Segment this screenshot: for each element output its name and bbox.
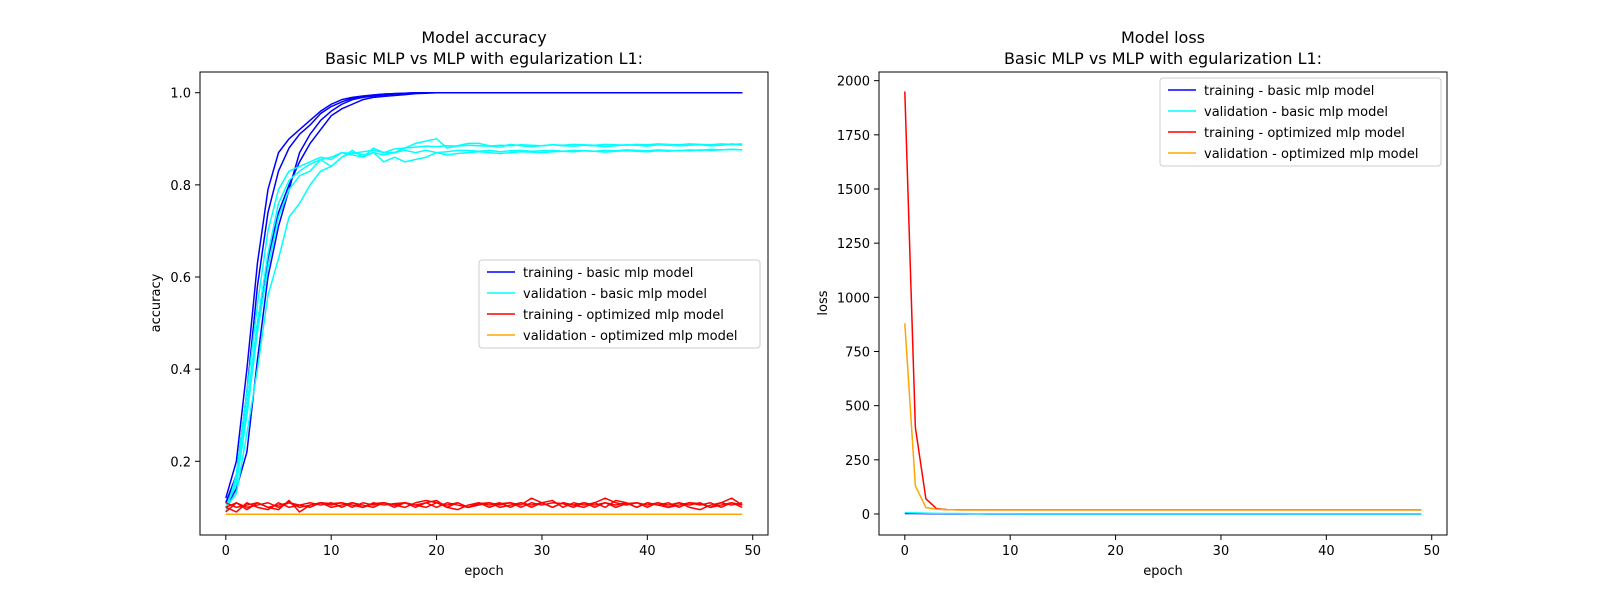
accuracy-y-tick-label: 0.4: [170, 363, 191, 378]
loss-legend-box: [1159, 77, 1442, 167]
loss-lines: [904, 91, 1422, 515]
loss-title: Model loss: [1121, 28, 1205, 47]
accuracy-series-validation-basic-line: [225, 148, 743, 508]
loss-ticks: 0 10 20 30 40 5002505007501000125015001750200…: [837, 75, 1440, 559]
accuracy-y-tick-label: 0.8: [170, 179, 191, 194]
accuracy-x-tick-label: 40: [639, 544, 656, 559]
accuracy-title: Model accuracy: [421, 28, 546, 47]
accuracy-x-tick-label: 10: [323, 544, 340, 559]
accuracy-legend-training-basic: training - basic mlp model: [523, 266, 693, 281]
accuracy-y-tick-label: 1.0: [170, 87, 191, 102]
loss-legend-validation-basic: validation - basic mlp model: [1204, 105, 1388, 120]
loss-legend-validation-optimized: validation - optimized mlp model: [1204, 147, 1419, 162]
accuracy-x-tick-label: 30: [534, 544, 551, 559]
accuracy-lines: [225, 91, 743, 516]
loss-y-tick-label: 0: [862, 508, 870, 523]
loss-y-tick-label: 1000: [837, 291, 870, 306]
loss-y-label: loss: [816, 290, 831, 315]
loss-x-tick-label: 10: [1002, 544, 1019, 559]
accuracy-plot-frame: [199, 71, 769, 536]
loss-series-validation-basic-line: [904, 511, 1422, 515]
loss-y-tick-label: 1500: [837, 183, 870, 198]
loss-legend-training-basic: training - basic mlp model: [1204, 84, 1374, 99]
accuracy-legend-validation-optimized: validation - optimized mlp model: [523, 329, 738, 344]
loss-x-tick-label: 0: [901, 544, 909, 559]
loss-legend-training-optimized: training - optimized mlp model: [1204, 126, 1405, 141]
accuracy-legend-box: [478, 259, 761, 349]
accuracy-y-tick-label: 0.2: [170, 455, 191, 470]
loss-panel: Model loss Basic MLP vs MLP with egulari…: [816, 28, 1448, 579]
loss-series-validation-optimized-line: [904, 323, 1422, 511]
loss-y-tick-label: 750: [845, 345, 870, 360]
loss-y-tick-label: 1750: [837, 129, 870, 144]
loss-x-label: epoch: [1143, 564, 1183, 579]
loss-x-tick-label: 40: [1318, 544, 1335, 559]
accuracy-x-tick-label: 50: [744, 544, 761, 559]
accuracy-subtitle: Basic MLP vs MLP with egularization L1:: [325, 49, 643, 68]
accuracy-legend: training - basic mlp model validation - …: [478, 259, 761, 349]
loss-y-tick-label: 250: [845, 454, 870, 469]
accuracy-x-label: epoch: [464, 564, 504, 579]
accuracy-legend-validation-basic: validation - basic mlp model: [523, 287, 707, 302]
loss-plot-frame: [878, 71, 1448, 536]
accuracy-y-label: accuracy: [149, 273, 164, 332]
loss-x-tick-label: 50: [1423, 544, 1440, 559]
accuracy-series-validation-basic-line: [225, 143, 743, 508]
loss-y-tick-label: 2000: [837, 75, 870, 90]
accuracy-series-training-basic-line: [225, 91, 743, 504]
loss-legend: training - basic mlp model validation - …: [1159, 77, 1442, 167]
loss-y-tick-label: 500: [845, 400, 870, 415]
accuracy-series-training-optimized-line: [225, 502, 743, 509]
accuracy-panel: Model accuracy Basic MLP vs MLP with egu…: [149, 28, 769, 579]
loss-subtitle: Basic MLP vs MLP with egularization L1:: [1004, 49, 1322, 68]
loss-y-tick-label: 1250: [837, 237, 870, 252]
accuracy-x-tick-label: 20: [428, 544, 445, 559]
accuracy-series-validation-basic-line: [225, 148, 743, 508]
accuracy-series-validation-basic-line: [225, 138, 743, 513]
accuracy-legend-training-optimized: training - optimized mlp model: [523, 308, 724, 323]
accuracy-x-tick-label: 0: [222, 544, 230, 559]
accuracy-y-tick-label: 0.6: [170, 271, 191, 286]
loss-x-tick-label: 30: [1213, 544, 1230, 559]
loss-x-tick-label: 20: [1107, 544, 1124, 559]
accuracy-ticks: 0 10 20 30 40 50 0.2 0.4 0.6 0.8 1.0: [170, 87, 761, 559]
